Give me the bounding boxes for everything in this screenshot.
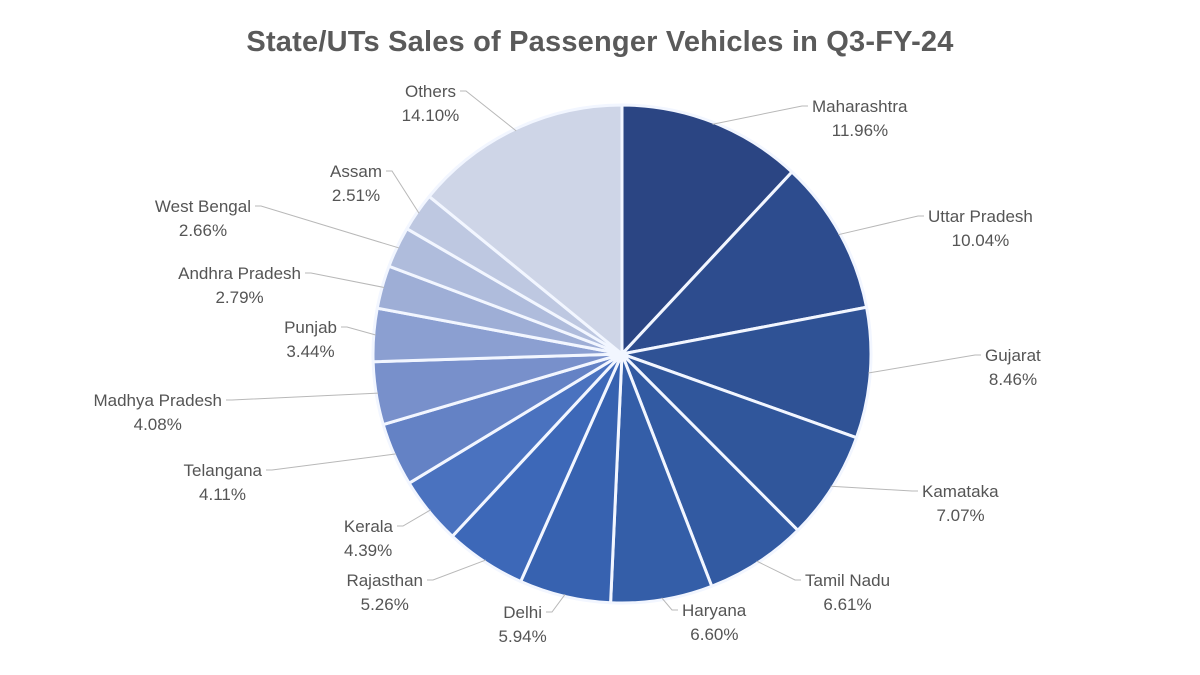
slice-label: Punjab — [284, 318, 337, 337]
leader-line — [266, 453, 397, 471]
slice-value-label: 5.26% — [361, 595, 409, 614]
leader-line — [838, 215, 924, 236]
slice-value-label: 6.60% — [690, 625, 738, 644]
slice-label: Delhi — [503, 603, 542, 622]
slice-value-label: 10.04% — [952, 231, 1010, 250]
leader-line — [305, 272, 385, 288]
pie-slice-others — [427, 103, 624, 356]
leader-line — [868, 354, 981, 374]
slice-label: Madhya Pradesh — [93, 391, 222, 410]
slice-label: West Bengal — [155, 197, 251, 216]
pie-slice-maharashtra — [620, 103, 794, 356]
slice-label: Haryana — [682, 601, 747, 620]
leader-line — [712, 105, 808, 125]
pie-slice-kamataka — [620, 352, 859, 532]
pie-slice-uttar-pradesh — [620, 170, 869, 356]
slice-value-label: 11.96% — [832, 121, 888, 140]
slice-label: Andhra Pradesh — [178, 264, 301, 283]
slice-value-label: 5.94% — [499, 627, 547, 646]
slice-label: Assam — [330, 162, 382, 181]
slice-labels: Maharashtra 11.96% Uttar Pradesh 10.04% Guja… — [93, 82, 1041, 646]
leader-line — [460, 90, 517, 132]
slice-label: Tamil Nadu — [805, 571, 890, 590]
leader-line — [386, 170, 420, 214]
slice-label: Gujarat — [985, 346, 1041, 365]
slice-label: Uttar Pradesh — [928, 207, 1033, 226]
slice-label: Others — [405, 82, 456, 101]
slice-value-label: 4.08% — [134, 415, 182, 434]
slice-value-label: 14.10% — [402, 106, 460, 125]
pie-slices — [371, 103, 873, 605]
slice-value-label: 3.44% — [286, 342, 334, 361]
leader-line — [546, 594, 566, 613]
leader-line — [427, 559, 486, 581]
leader-line — [661, 597, 678, 611]
slice-value-label: 2.51% — [332, 186, 380, 205]
leader-line — [255, 205, 400, 249]
leader-line — [756, 560, 801, 581]
slice-label: Kerala — [344, 517, 394, 536]
leader-line — [830, 485, 918, 492]
slice-value-label: 2.66% — [179, 221, 227, 240]
chart-title: State/UTs Sales of Passenger Vehicles in… — [246, 26, 954, 58]
leader-line — [226, 392, 379, 401]
leader-line — [341, 326, 376, 336]
slice-label: Maharashtra — [812, 97, 908, 116]
slice-label: Rajasthan — [346, 571, 423, 590]
slice-value-label: 8.46% — [989, 370, 1037, 389]
slice-value-label: 4.39% — [344, 541, 392, 560]
slice-value-label: 7.07% — [936, 506, 984, 525]
slice-label: Kamataka — [922, 482, 999, 501]
slice-value-label: 6.61% — [823, 595, 871, 614]
slice-value-label: 2.79% — [215, 288, 263, 307]
leader-line — [397, 509, 431, 527]
slice-value-label: 4.11% — [199, 485, 246, 504]
leader-lines — [226, 90, 981, 613]
slice-label: Telangana — [184, 461, 263, 480]
